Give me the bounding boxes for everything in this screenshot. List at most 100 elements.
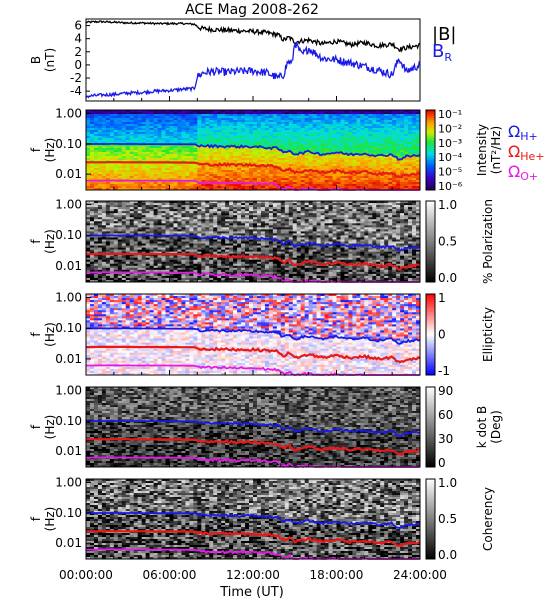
intensity-cell: [117, 114, 123, 117]
intensity-cell: [161, 126, 166, 129]
intensity-colorbar-swatch: [426, 138, 435, 141]
polarization-cell: [177, 209, 182, 212]
polarization-cell: [209, 275, 214, 279]
intensity-cell: [312, 122, 317, 125]
intensity-cell: [221, 170, 226, 173]
polarization-cell: [97, 255, 103, 258]
intensity-cell: [308, 148, 313, 151]
intensity-cell: [253, 154, 258, 157]
polarization-cell: [233, 213, 238, 216]
polarization-cell: [109, 257, 115, 261]
intensity-cell: [189, 178, 194, 181]
intensity-cell: [209, 172, 214, 175]
intensity-cell: [376, 150, 381, 153]
intensity-cell: [225, 166, 230, 169]
polarization-cell: [209, 217, 214, 220]
intensity-cell: [376, 128, 381, 131]
intensity-cell: [221, 168, 226, 171]
intensity-cell: [320, 142, 325, 145]
intensity-cell: [416, 148, 421, 151]
polarization-cell: [93, 221, 99, 224]
intensity-cell: [117, 110, 123, 113]
polarization-cell: [209, 213, 214, 216]
intensity-cell: [260, 134, 266, 137]
intensity-cell: [324, 110, 329, 113]
intensity-cell: [221, 120, 226, 123]
polarization-cell: [125, 279, 131, 283]
intensity-cell: [280, 118, 286, 121]
intensity-cell: [153, 136, 158, 139]
polarization-cell: [177, 223, 182, 226]
intensity-cell: [237, 136, 242, 139]
intensity-cell: [86, 174, 91, 177]
polarization-cell: [133, 265, 138, 269]
intensity-cell: [153, 110, 158, 113]
polarization-cell: [181, 205, 186, 208]
intensity-cell: [348, 146, 353, 149]
intensity-cell: [360, 172, 365, 175]
polarization-cell: [205, 237, 210, 240]
polarization-cell: [189, 237, 194, 240]
intensity-cell: [173, 120, 178, 123]
intensity-cell: [356, 146, 361, 149]
polarization-cell: [157, 205, 162, 208]
polarization-cell: [117, 219, 123, 222]
intensity-cell: [336, 166, 341, 169]
polarization-cell: [117, 257, 123, 261]
polarization-cell: [193, 229, 198, 232]
intensity-cell: [256, 138, 262, 141]
polarization-cell: [145, 235, 150, 238]
intensity-cell: [253, 160, 258, 163]
polarization-cell: [177, 259, 182, 263]
intensity-cell: [193, 112, 198, 115]
intensity-cell: [400, 136, 405, 139]
intensity-cell: [296, 140, 302, 143]
polarization-cell: [233, 257, 238, 261]
intensity-cell: [229, 116, 234, 119]
intensity-cell: [177, 174, 182, 177]
polarization-cell: [117, 201, 123, 204]
intensity-cell: [237, 150, 242, 153]
intensity-cell: [388, 122, 393, 125]
intensity-cell: [332, 138, 337, 141]
intensity-cell: [237, 116, 242, 119]
polarization-cell: [225, 279, 230, 283]
intensity-cell: [372, 180, 377, 183]
intensity-cell: [392, 144, 397, 147]
intensity-cell: [276, 120, 282, 123]
polarization-cell: [233, 241, 238, 244]
intensity-cell: [360, 146, 365, 149]
intensity-cell: [213, 186, 218, 189]
intensity-cell: [193, 136, 198, 139]
intensity-cell: [296, 120, 302, 123]
polarization-cell: [145, 241, 150, 244]
intensity-cell: [288, 118, 294, 121]
polarization-cell: [181, 217, 186, 220]
intensity-cell: [392, 170, 397, 173]
polarization-cell: [229, 241, 234, 244]
intensity-cell: [292, 166, 298, 169]
polarization-cell: [145, 273, 150, 277]
polarization-cell: [201, 249, 206, 252]
polarization-cell: [185, 215, 190, 218]
intensity-cell: [133, 146, 138, 149]
intensity-cell: [412, 118, 417, 121]
intensity-cell: [129, 182, 135, 185]
polarization-cell: [221, 221, 226, 224]
intensity-cell: [213, 180, 218, 183]
intensity-cell: [161, 114, 166, 117]
intensity-cell: [400, 128, 405, 131]
intensity-cell: [264, 188, 270, 191]
intensity-cell: [296, 114, 302, 117]
intensity-cell: [101, 134, 107, 137]
polarization-cell: [93, 239, 99, 242]
polarization-cell: [145, 227, 150, 230]
intensity-cell: [316, 124, 321, 127]
intensity-cell: [221, 162, 226, 165]
intensity-cell: [268, 186, 274, 189]
polarization-cell: [157, 215, 162, 218]
intensity-cell: [145, 150, 150, 153]
intensity-cell: [344, 176, 349, 179]
intensity-cell: [113, 128, 119, 131]
intensity-cell: [344, 132, 349, 135]
